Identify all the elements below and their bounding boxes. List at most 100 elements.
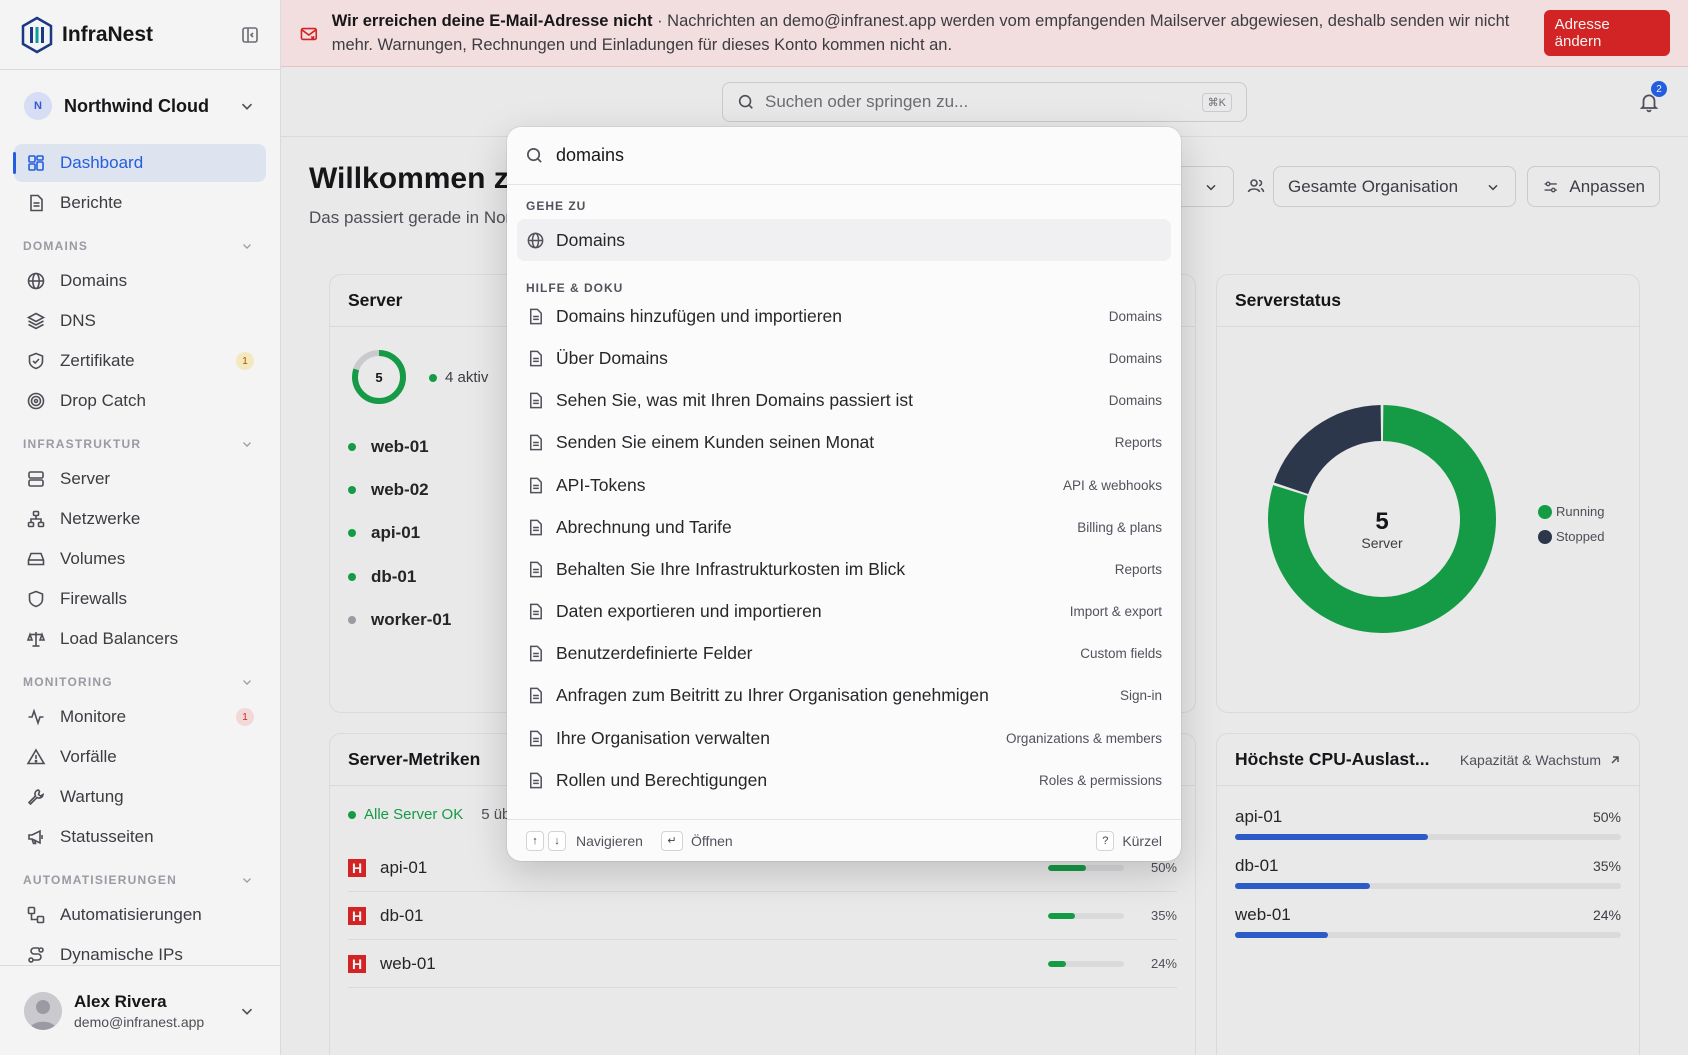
sidebar-item-incidents[interactable]: Vorfälle <box>14 738 266 776</box>
sidebar-item-firewalls[interactable]: Firewalls <box>14 580 266 618</box>
document-icon <box>529 392 542 409</box>
legend-item-running[interactable]: Running <box>1538 499 1604 524</box>
sidebar-item-server[interactable]: Server <box>14 460 266 498</box>
change-address-button[interactable]: Adresse ändern <box>1543 10 1670 56</box>
chevron-down-icon <box>243 442 251 447</box>
palette-help-item[interactable]: Ihre Organisation verwalten Organizations… <box>517 717 1171 759</box>
palette-item-label: Behalten Sie Ihre Infrastrukturkosten im… <box>556 558 906 579</box>
cpu-bar <box>1235 932 1621 938</box>
metric-server-name: web-01 <box>380 953 436 973</box>
arrow-down-key: ↓ <box>548 830 566 851</box>
status-dot <box>348 573 356 581</box>
legend-item-stopped[interactable]: Stopped <box>1538 524 1604 549</box>
sidebar-item-reports[interactable]: Berichte <box>14 184 266 222</box>
sidebar-item-label: Domains <box>60 271 128 290</box>
capacity-link-label: Kapazität & Wachstum <box>1459 751 1601 768</box>
sidebar-collapse-icon[interactable] <box>240 25 260 45</box>
sidebar-item-certificates[interactable]: Zertifikate 1 <box>14 342 266 380</box>
network-icon <box>27 510 45 528</box>
sidebar-item-monitors[interactable]: Monitore 1 <box>14 698 266 736</box>
palette-search-input[interactable]: domains <box>507 127 1181 185</box>
palette-item-label: Domains hinzufügen und importieren <box>556 305 842 326</box>
sidebar-item-networks[interactable]: Netzwerke <box>14 500 266 538</box>
sidebar-item-drop-catch[interactable]: Drop Catch <box>14 382 266 420</box>
capacity-link[interactable]: Kapazität & Wachstum <box>1460 752 1621 768</box>
chevron-down-icon <box>1206 184 1216 190</box>
org-switcher[interactable]: N Northwind Cloud <box>0 70 280 142</box>
server-row[interactable]: db-01 <box>348 567 416 587</box>
palette-help-item[interactable]: Benutzerdefinierte Felder Custom fields <box>517 633 1171 675</box>
cpu-bar-fill <box>1235 932 1328 938</box>
metric-bar-fill <box>1048 960 1067 967</box>
sidebar-item-dashboard[interactable]: Dashboard <box>13 144 266 182</box>
user-email: demo@infranest.app <box>74 1013 205 1030</box>
section-monitoring[interactable]: MONITORING <box>14 658 266 696</box>
palette-help-item[interactable]: Behalten Sie Ihre Infrastrukturkosten im… <box>517 548 1171 590</box>
palette-help-item[interactable]: Senden Sie einem Kunden seinen Monat Repo… <box>517 422 1171 464</box>
server-status-donut: 5 Server <box>1268 405 1496 633</box>
alert-title: Wir erreichen deine E-Mail-Adresse nicht <box>331 12 653 30</box>
sidebar-item-label: Automatisierungen <box>60 905 202 924</box>
donut-slice-running[interactable] <box>1268 405 1496 633</box>
sidebar-item-statuspages[interactable]: Statusseiten <box>14 818 266 856</box>
sidebar-item-load-balancers[interactable]: Load Balancers <box>14 620 266 658</box>
global-search[interactable]: Suchen oder springen zu... ⌘K <box>722 82 1247 122</box>
palette-help-item[interactable]: Abrechnung und Tarife Billing & plans <box>517 506 1171 548</box>
palette-help-item[interactable]: Rollen und Berechtigungen Roles & permiss… <box>517 759 1171 801</box>
server-row[interactable]: web-02 <box>348 480 429 500</box>
section-label: MONITORING <box>23 675 113 689</box>
metrics-status: Alle Server OK 5 üb <box>348 806 510 823</box>
section-infrastructure[interactable]: INFRASTRUKTUR <box>14 420 266 458</box>
cpu-usage-card: Höchste CPU-Auslast... Kapazität & Wachs… <box>1216 733 1640 1055</box>
cpu-row[interactable]: api-01 50% <box>1235 807 1621 840</box>
legend-label: Stopped <box>1556 529 1605 544</box>
arrow-up-right-icon <box>1611 755 1619 764</box>
server-row[interactable]: worker-01 <box>348 610 451 630</box>
sidebar-item-domains[interactable]: Domains <box>14 262 266 300</box>
metric-server-name: db-01 <box>380 905 424 925</box>
workflow-icon <box>27 906 45 924</box>
metric-row[interactable]: H api-01 50% <box>348 844 1177 892</box>
sidebar-item-label: Monitore <box>60 707 127 726</box>
palette-item-category: Organizations & members <box>1005 730 1162 746</box>
metric-row[interactable]: H db-01 35% <box>348 892 1177 940</box>
palette-help-item[interactable]: Sehen Sie, was mit Ihren Domains passier… <box>517 380 1171 422</box>
palette-help-item[interactable]: Domains hinzufügen und importieren Domain… <box>517 295 1171 337</box>
hard-drive-icon <box>27 552 45 566</box>
palette-help-item[interactable]: Daten exportieren und importieren Import … <box>517 591 1171 633</box>
active-servers-label: 4 aktiv <box>429 369 488 386</box>
server-row[interactable]: web-01 <box>348 437 429 457</box>
cpu-row[interactable]: web-01 24% <box>1235 905 1621 938</box>
scope-select[interactable]: Gesamte Organisation <box>1273 166 1516 207</box>
sidebar-item-automations[interactable]: Automatisierungen <box>14 896 266 934</box>
palette-help-list: Domains hinzufügen und importieren Domain… <box>507 295 1181 801</box>
donut-slice-stopped[interactable] <box>1274 405 1382 495</box>
sidebar-item-label: DNS <box>60 311 96 330</box>
infranest-logo-icon <box>21 16 53 53</box>
bell-icon[interactable] <box>1638 91 1660 113</box>
cpu-row[interactable]: db-01 35% <box>1235 856 1621 889</box>
section-domains[interactable]: DOMAINS <box>14 222 266 260</box>
server-row[interactable]: api-01 <box>348 523 420 543</box>
palette-help-item[interactable]: Anfragen zum Beitritt zu Ihrer Organisat… <box>517 675 1171 717</box>
section-automations[interactable]: AUTOMATISIERUNGEN <box>14 856 266 894</box>
palette-help-item[interactable]: API-Tokens API & webhooks <box>517 464 1171 506</box>
customize-button[interactable]: Anpassen <box>1527 166 1660 207</box>
layers-icon <box>26 312 46 330</box>
navigate-hint: Navigieren <box>576 832 643 849</box>
sidebar-item-maintenance[interactable]: Wartung <box>14 778 266 816</box>
document-icon <box>529 308 542 325</box>
sidebar-item-label: Server <box>60 469 111 488</box>
donut-center-label: Server <box>1361 535 1403 551</box>
palette-help-item[interactable]: Über Domains Domains <box>517 337 1171 379</box>
metric-row[interactable]: H web-01 24% <box>348 940 1177 988</box>
notification-count-badge: 2 <box>1651 81 1667 97</box>
sidebar-item-dynamic-ips[interactable]: Dynamische IPs <box>14 936 266 974</box>
sidebar-item-dns[interactable]: DNS <box>14 302 266 340</box>
wrench-icon <box>27 789 44 806</box>
palette-item-label: Sehen Sie, was mit Ihren Domains passier… <box>556 390 913 411</box>
sidebar-item-volumes[interactable]: Volumes <box>14 540 266 578</box>
server-status-card: Serverstatus 5 Server Running Stopped <box>1216 274 1640 713</box>
user-menu[interactable]: Alex Rivera demo@infranest.app <box>0 965 280 1055</box>
palette-item-domains[interactable]: Domains <box>517 219 1171 262</box>
